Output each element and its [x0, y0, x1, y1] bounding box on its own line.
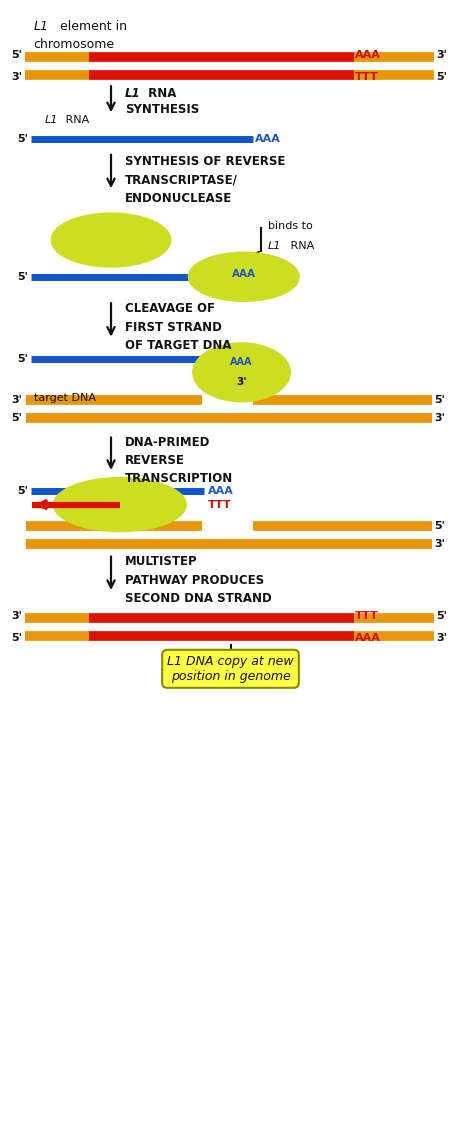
Text: 3': 3'	[12, 395, 22, 405]
Text: 5': 5'	[436, 611, 447, 621]
Text: AAA: AAA	[230, 356, 253, 367]
Text: 3': 3'	[12, 611, 22, 621]
Text: target DNA: target DNA	[34, 392, 95, 402]
Text: 3': 3'	[236, 377, 247, 387]
Text: 5': 5'	[12, 50, 22, 61]
Text: SECOND DNA STRAND: SECOND DNA STRAND	[125, 592, 272, 604]
Text: element in: element in	[56, 20, 127, 34]
Text: REVERSE: REVERSE	[125, 454, 185, 467]
Text: L1: L1	[34, 20, 48, 34]
Text: RNA: RNA	[62, 115, 89, 124]
Text: L1: L1	[268, 241, 282, 251]
Text: 3': 3'	[436, 633, 447, 643]
Text: 3': 3'	[434, 539, 445, 549]
Text: SYNTHESIS: SYNTHESIS	[125, 103, 200, 115]
Text: AAA: AAA	[355, 633, 381, 643]
Text: OF TARGET DNA: OF TARGET DNA	[125, 340, 232, 352]
Text: 5': 5'	[17, 271, 28, 281]
Text: DNA-PRIMED: DNA-PRIMED	[125, 436, 211, 448]
Text: 3': 3'	[436, 50, 447, 61]
Text: PATHWAY PRODUCES: PATHWAY PRODUCES	[125, 574, 264, 586]
Text: FIRST STRAND: FIRST STRAND	[125, 321, 222, 334]
Text: L1: L1	[45, 115, 58, 124]
Text: L1: L1	[230, 663, 246, 675]
Text: CLEAVAGE OF: CLEAVAGE OF	[125, 303, 215, 315]
Text: ENDONUCLEASE: ENDONUCLEASE	[125, 192, 232, 205]
Ellipse shape	[53, 478, 186, 531]
Text: 3': 3'	[434, 414, 445, 424]
Text: TTT: TTT	[355, 72, 379, 82]
Text: 5': 5'	[17, 485, 28, 495]
Text: 5': 5'	[12, 414, 22, 424]
Text: 5': 5'	[434, 395, 445, 405]
Text: 5': 5'	[17, 353, 28, 363]
Text: TTT: TTT	[208, 500, 232, 510]
Text: L1: L1	[125, 86, 141, 100]
Text: binds to: binds to	[268, 221, 313, 231]
Text: RNA: RNA	[144, 86, 177, 100]
Text: MULTISTEP: MULTISTEP	[125, 556, 198, 568]
Text: 5': 5'	[12, 633, 22, 643]
Text: chromosome: chromosome	[34, 37, 115, 50]
Text: L1 DNA copy at new
position in genome: L1 DNA copy at new position in genome	[167, 655, 294, 683]
Text: 5': 5'	[434, 521, 445, 530]
Text: AAA: AAA	[255, 133, 281, 143]
Text: AAA: AAA	[232, 269, 256, 279]
Text: RNA: RNA	[287, 241, 314, 251]
Text: 3': 3'	[12, 72, 22, 82]
Ellipse shape	[51, 213, 171, 267]
Text: AAA: AAA	[355, 50, 381, 61]
Text: 5': 5'	[17, 133, 28, 143]
Text: 5': 5'	[436, 72, 447, 82]
Text: AAA: AAA	[208, 485, 234, 495]
Text: TRANSCRIPTION: TRANSCRIPTION	[125, 472, 233, 485]
Ellipse shape	[193, 343, 290, 401]
Text: TTT: TTT	[355, 611, 379, 621]
Text: TRANSCRIPTASE/: TRANSCRIPTASE/	[125, 174, 238, 186]
Text: SYNTHESIS OF REVERSE: SYNTHESIS OF REVERSE	[125, 155, 285, 168]
Ellipse shape	[189, 252, 299, 302]
